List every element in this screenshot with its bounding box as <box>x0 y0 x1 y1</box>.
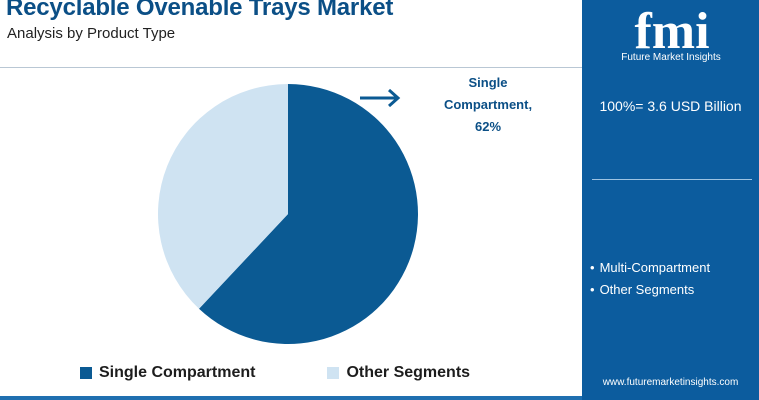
chart-legend: Single Compartment Other Segments <box>80 364 542 382</box>
website-link[interactable]: www.futuremarketinsights.com <box>602 377 739 388</box>
slice-callout: Single Compartment, 62% <box>424 72 552 138</box>
callout-arrow <box>360 88 401 108</box>
legend-item-single-compartment: Single Compartment <box>80 364 255 382</box>
legend-item-other-segments: Other Segments <box>327 364 470 382</box>
market-total: 100%= 3.6 USD Billion <box>599 98 742 114</box>
pie-slice-other-segments <box>157 83 288 309</box>
fmi-logo-icon: fmi <box>634 4 719 52</box>
pie-slices <box>157 83 418 345</box>
chart-title: Recyclable Ovenable Trays Market <box>6 0 394 21</box>
legend-swatch-other <box>327 367 340 379</box>
chart-subtitle: Analysis by Product Type <box>7 25 176 42</box>
callout-line-3: 62% <box>474 119 502 134</box>
pie-chart <box>157 83 418 345</box>
callout-line-1: Single <box>468 75 508 90</box>
bottom-accent-bar <box>0 396 582 400</box>
callout-line-2: Compartment, <box>443 97 533 112</box>
logo-wordmark: fmi <box>634 4 709 52</box>
legend-label-other: Other Segments <box>346 364 471 381</box>
panel-divider <box>592 179 752 180</box>
logo-tagline: Future Market Insights <box>621 52 721 63</box>
segment-list: Multi-Compartment Other Segments <box>590 257 711 301</box>
segment-item-multi-compartment: Multi-Compartment <box>590 257 711 279</box>
info-panel: fmi Future Market Insights 100%= 3.6 USD… <box>582 0 759 400</box>
segment-item-other-segments: Other Segments <box>590 279 710 301</box>
pie-slice-single-compartment <box>199 84 418 345</box>
header-divider <box>0 67 582 68</box>
legend-swatch-single <box>80 367 92 379</box>
legend-label-single: Single Compartment <box>99 364 256 381</box>
